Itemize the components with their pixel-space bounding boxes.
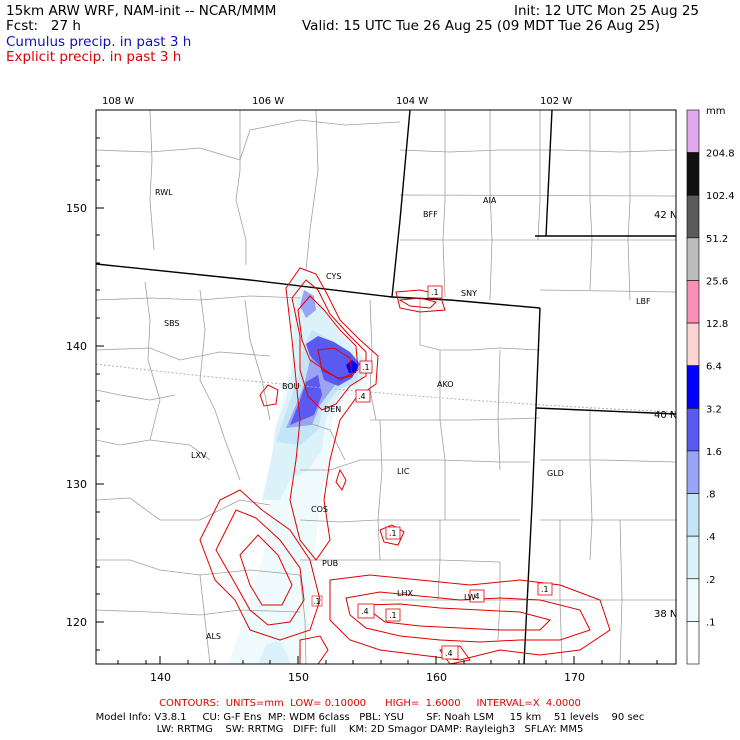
x-tick-label: 170 bbox=[564, 671, 585, 684]
cumulus-shading bbox=[228, 274, 372, 664]
lat-label-40n: 40 N bbox=[654, 410, 677, 421]
city-gld: GLD bbox=[547, 469, 564, 478]
city-bff: BFF bbox=[423, 210, 438, 219]
city-den: DEN bbox=[324, 405, 341, 414]
precip-map: 108 W 106 W 104 W 102 W bbox=[66, 96, 735, 684]
city-sbs: SBS bbox=[164, 319, 180, 328]
y-tick-label: 120 bbox=[66, 616, 87, 629]
colorbar-swatch bbox=[686, 237, 700, 281]
city-rwl: RWL bbox=[155, 188, 173, 197]
x-tick-label: 140 bbox=[150, 671, 171, 684]
colorbar-swatch bbox=[686, 280, 700, 324]
colorbar-label: .2 bbox=[706, 575, 716, 586]
colorbar-swatch bbox=[686, 621, 700, 665]
contour-label: .4 bbox=[445, 649, 453, 658]
lon-label-102w: 102 W bbox=[540, 96, 572, 107]
colorbar-label: 204.8 bbox=[706, 149, 735, 160]
y-ticks bbox=[96, 137, 658, 664]
legend-explicit: Explicit precip. in past 3 h bbox=[6, 49, 182, 65]
city-aia: AIA bbox=[483, 196, 497, 205]
colorbar-swatch bbox=[686, 365, 700, 409]
colorbar-label: .4 bbox=[706, 532, 716, 543]
city-lhx: LHX bbox=[397, 589, 413, 598]
colorbar-swatch bbox=[686, 408, 700, 452]
lat-label-38n: 38 N bbox=[654, 609, 677, 620]
city-pub: PUB bbox=[322, 559, 338, 568]
city-labels: RWL BFF AIA CYS SNY SBS LBF BOU DEN AKO … bbox=[155, 188, 651, 641]
colorbar-swatch bbox=[686, 194, 700, 239]
colorbar-label: 3.2 bbox=[706, 404, 722, 415]
city-lxv: LXV bbox=[191, 451, 207, 460]
colorbar-label: 6.4 bbox=[706, 362, 722, 373]
x-tick-label: 160 bbox=[426, 671, 447, 684]
contour-label: .1 bbox=[313, 597, 321, 606]
colorbar-swatch bbox=[686, 109, 700, 153]
lon-label-108w: 108 W bbox=[102, 96, 134, 107]
city-ako: AKO bbox=[437, 380, 454, 389]
colorbar-label: 25.6 bbox=[706, 276, 728, 287]
city-sny: SNY bbox=[461, 289, 477, 298]
forecast-hour: Fcst: 27 h bbox=[6, 18, 81, 34]
model-info-line2: LW: RRTMG SW: RRTMG DIFF: full KM: 2D Sm… bbox=[156, 724, 584, 735]
county-lines bbox=[96, 110, 676, 664]
contour-label: .1 bbox=[362, 363, 370, 372]
colorbar-swatch bbox=[686, 152, 700, 196]
y-tick-label: 130 bbox=[66, 478, 87, 491]
lon-label-106w: 106 W bbox=[252, 96, 284, 107]
contour-info: CONTOURS: UNITS=mm LOW= 0.10000 HIGH= 1.… bbox=[159, 698, 581, 709]
model-title: 15km ARW WRF, NAM-init -- NCAR/MMM bbox=[6, 3, 277, 19]
parallel-40n bbox=[96, 363, 676, 413]
city-bou: BOU bbox=[282, 382, 300, 391]
init-time: Init: 12 UTC Mon 25 Aug 25 bbox=[514, 3, 699, 19]
state-borders bbox=[96, 110, 676, 664]
colorbar-swatch bbox=[686, 493, 700, 537]
colorbar-unit: mm bbox=[706, 106, 725, 117]
city-lw: LW bbox=[464, 593, 476, 602]
model-info-line1: Model Info: V3.8.1 CU: G-F Ens MP: WDM 6… bbox=[95, 712, 645, 723]
contour-label: .1 bbox=[389, 611, 397, 620]
lat-label-42n: 42 N bbox=[654, 210, 677, 221]
map-plot-area: .1 .1 .4 .1 .1 .4 .1 .4 .4 .1 RWL BFF AI… bbox=[96, 110, 676, 664]
colorbar-swatch bbox=[686, 578, 700, 622]
legend-cumulus: Cumulus precip. in past 3 h bbox=[6, 34, 192, 50]
contour-label: .4 bbox=[361, 607, 369, 616]
city-als: ALS bbox=[206, 632, 221, 641]
contour-label: .1 bbox=[389, 529, 397, 538]
contour-label-group: .1 .1 .4 .1 .1 .4 .1 .4 .4 .1 bbox=[311, 285, 553, 660]
city-lbf: LBF bbox=[636, 297, 651, 306]
explicit-contours bbox=[199, 267, 611, 664]
plot-frame bbox=[95, 109, 677, 665]
colorbar-label: 102.4 bbox=[706, 191, 735, 202]
colorbar-label: 1.6 bbox=[706, 447, 722, 458]
colorbar: 204.8 102.4 51.2 25.6 12.8 6.4 3.2 1.6 .8 .4 .2 .1 bbox=[686, 109, 735, 665]
city-lic: LIC bbox=[397, 467, 410, 476]
y-tick-label: 150 bbox=[66, 202, 87, 215]
contour-label: .4 bbox=[358, 392, 366, 401]
lon-label-104w: 104 W bbox=[396, 96, 428, 107]
colorbar-label: 12.8 bbox=[706, 319, 728, 330]
city-cos: COS bbox=[311, 505, 328, 514]
colorbar-label: .8 bbox=[706, 490, 716, 501]
colorbar-label: 51.2 bbox=[706, 234, 728, 245]
colorbar-swatch bbox=[686, 450, 700, 494]
valid-time: Valid: 15 UTC Tue 26 Aug 25 (09 MDT Tue … bbox=[302, 18, 661, 34]
contour-label: .1 bbox=[541, 585, 549, 594]
y-tick-label: 140 bbox=[66, 340, 87, 353]
contour-label: .1 bbox=[431, 288, 439, 297]
colorbar-swatch bbox=[686, 322, 700, 366]
x-tick-label: 150 bbox=[288, 671, 309, 684]
city-cys: CYS bbox=[326, 272, 341, 281]
colorbar-label: .1 bbox=[706, 617, 716, 628]
contour-label: .4 bbox=[472, 592, 480, 601]
colorbar-swatch bbox=[686, 535, 700, 580]
